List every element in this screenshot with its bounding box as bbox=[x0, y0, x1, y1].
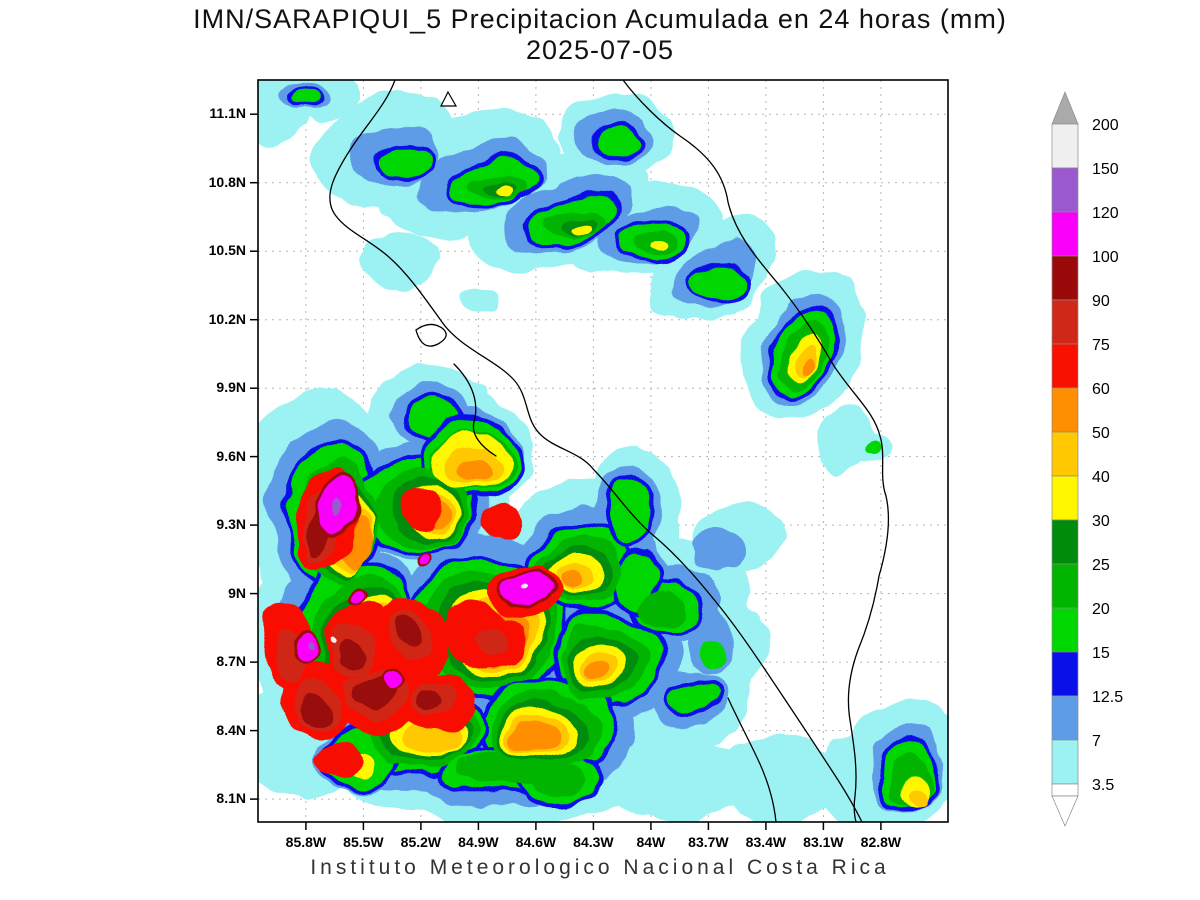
colorbar-band bbox=[1051, 343, 1079, 389]
legend-value: 40 bbox=[1092, 469, 1110, 486]
precip-layer-magenta bbox=[288, 472, 552, 691]
lon-tick-label: 84.6W bbox=[515, 834, 557, 850]
legend-colorbar: 200 150 120 100 90 75 60 50 40 30 25 20 15 12.5 7 3.5 bbox=[1046, 88, 1196, 848]
legend-value: 90 bbox=[1092, 293, 1110, 310]
legend-value: 200 bbox=[1092, 117, 1119, 134]
page-subtitle-date: 2025-07-05 bbox=[525, 35, 675, 65]
legend-value: 7 bbox=[1092, 733, 1101, 750]
legend-value: 3.5 bbox=[1092, 777, 1114, 794]
panama-border-line bbox=[727, 697, 777, 822]
legend-value: 12.5 bbox=[1092, 689, 1123, 706]
lon-tick-label: 83.7W bbox=[688, 834, 729, 850]
page-title: IMN/SARAPIQUI_5 Precipitacion Acumulada … bbox=[193, 4, 1007, 34]
lat-tick-label: 9.9N bbox=[216, 379, 246, 396]
lon-tick-label: 84W bbox=[636, 834, 666, 850]
lat-tick-label: 9.6N bbox=[216, 447, 246, 464]
colorbar-band bbox=[1051, 211, 1079, 257]
colorbar-band bbox=[1051, 255, 1079, 301]
colorbar-band bbox=[1051, 475, 1079, 521]
lat-tick-label: 10.5N bbox=[208, 242, 246, 259]
colorbar-band bbox=[1051, 739, 1079, 785]
colorbar-band bbox=[1051, 123, 1079, 169]
lat-tick-label: 8.4N bbox=[216, 721, 246, 738]
caribbean-coastline bbox=[622, 80, 890, 822]
axis-ticks bbox=[250, 113, 882, 830]
legend-value: 120 bbox=[1092, 205, 1119, 222]
colorbar-band bbox=[1051, 607, 1079, 653]
lon-tick-label: 83.1W bbox=[803, 834, 844, 850]
lon-tick-label: 83.4W bbox=[745, 834, 787, 850]
precip-layer-purple bbox=[304, 503, 343, 650]
colorbar-band bbox=[1051, 519, 1079, 565]
coastline-layer bbox=[329, 80, 890, 822]
lat-tick-label: 10.8N bbox=[208, 173, 246, 190]
colorbar-band bbox=[1051, 431, 1079, 477]
legend-value: 100 bbox=[1092, 249, 1119, 266]
colorbar-band bbox=[1051, 695, 1079, 741]
lat-tick-label: 11.1N bbox=[209, 105, 246, 122]
lon-tick-label: 84.3W bbox=[573, 834, 614, 850]
gulf-of-nicoya-outline bbox=[453, 363, 497, 457]
colorbar-scale: 200 150 120 100 90 75 60 50 40 30 25 20 15 12.5 7 3.5 bbox=[1051, 91, 1123, 827]
legend-value: 30 bbox=[1092, 513, 1110, 530]
colorbar-under-band bbox=[1051, 783, 1079, 797]
colorbar-band bbox=[1051, 563, 1079, 609]
colorbar-band bbox=[1051, 387, 1079, 433]
footer-attribution: Instituto Meteorologico Nacional Costa R… bbox=[310, 856, 890, 879]
lat-tick-label: 8.1N bbox=[216, 790, 246, 807]
lon-tick-label: 82.8W bbox=[860, 834, 902, 850]
colorbar-band bbox=[1051, 299, 1079, 345]
inland-lake-outline bbox=[415, 323, 447, 347]
map-plot-area: 85.8W 85.5W 85.2W 84.9W 84.6W 84.3W 84W 83.7W 83… bbox=[209, 79, 949, 850]
lon-tick-label: 85.8W bbox=[285, 834, 327, 850]
legend-value: 150 bbox=[1092, 161, 1119, 178]
legend-value: 20 bbox=[1092, 601, 1110, 618]
legend-value: 50 bbox=[1092, 425, 1110, 442]
summit-triangle-marker bbox=[440, 90, 458, 107]
lon-tick-label: 84.9W bbox=[458, 834, 499, 850]
lat-tick-label: 8.7N bbox=[216, 653, 246, 670]
precipitation-map bbox=[250, 79, 949, 830]
legend-value: 75 bbox=[1092, 337, 1110, 354]
lat-tick-label: 9N bbox=[228, 584, 246, 601]
colorbar-band bbox=[1051, 167, 1079, 213]
lat-tick-label: 10.2N bbox=[208, 310, 246, 327]
map-border bbox=[257, 79, 949, 823]
colorbar-band bbox=[1051, 651, 1079, 697]
colorbar-under-arrow bbox=[1051, 795, 1079, 827]
legend-value: 25 bbox=[1092, 557, 1110, 574]
pacific-coastline bbox=[329, 80, 863, 822]
legend-value: 15 bbox=[1092, 645, 1110, 662]
lat-tick-label: 9.3N bbox=[216, 516, 246, 533]
legend-value: 60 bbox=[1092, 381, 1110, 398]
lon-tick-label: 85.2W bbox=[400, 834, 442, 850]
lon-tick-label: 85.5W bbox=[343, 834, 384, 850]
colorbar-over-arrow bbox=[1051, 91, 1079, 125]
precip-layer-white-core bbox=[333, 582, 526, 645]
